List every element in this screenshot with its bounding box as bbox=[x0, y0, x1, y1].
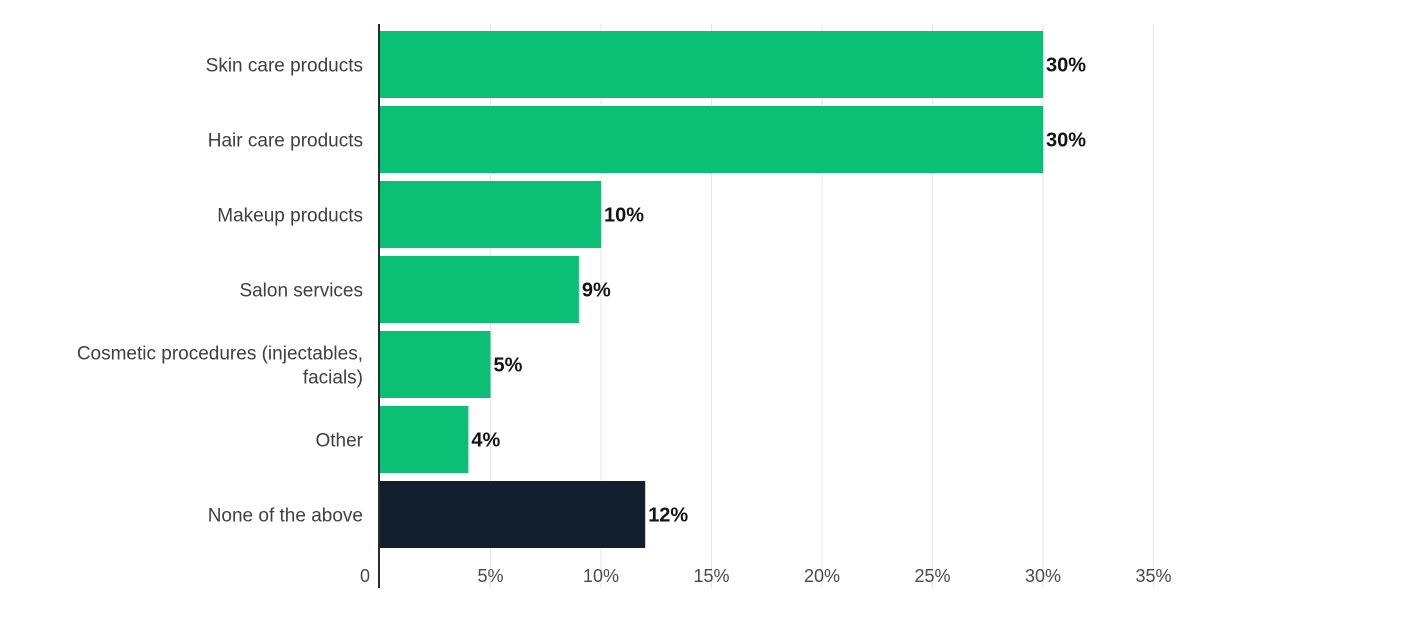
bar bbox=[380, 406, 469, 473]
x-tick-label: 15% bbox=[693, 566, 729, 586]
bar-value-label: 4% bbox=[471, 430, 500, 452]
x-tick-label: 30% bbox=[1025, 566, 1061, 586]
x-tick-label: 25% bbox=[914, 566, 950, 586]
x-tick-label: 10% bbox=[583, 566, 619, 586]
bar bbox=[380, 106, 1043, 173]
x-tick-label: 35% bbox=[1135, 566, 1171, 586]
category-label: Skin care products bbox=[206, 56, 363, 77]
x-tick-label: 0 bbox=[360, 566, 370, 586]
bar bbox=[380, 181, 601, 248]
bar-value-label: 30% bbox=[1046, 55, 1086, 77]
value-labels: 30% 30% 10% 9% 5% 4% 12% bbox=[471, 55, 1086, 527]
category-label: Hair care products bbox=[208, 131, 363, 152]
x-tick-label: 20% bbox=[804, 566, 840, 586]
bar-value-label: 9% bbox=[582, 280, 611, 302]
category-labels: Skin care products Hair care products Make… bbox=[77, 56, 364, 527]
bar bbox=[380, 331, 491, 398]
bar bbox=[380, 31, 1043, 98]
category-label: Other bbox=[315, 431, 363, 452]
bars bbox=[380, 31, 1043, 548]
bar-value-label: 30% bbox=[1046, 130, 1086, 152]
bar-value-label: 12% bbox=[648, 505, 688, 527]
category-label: Makeup products bbox=[217, 206, 363, 227]
x-tick-labels: 0 5% 10% 15% 20% 25% 30% 35% bbox=[360, 566, 1172, 586]
bar-value-label: 10% bbox=[604, 205, 644, 227]
category-label: None of the above bbox=[208, 506, 363, 527]
category-label: Salon services bbox=[239, 281, 363, 302]
category-label: Cosmetic procedures (injectables, facials… bbox=[77, 344, 363, 389]
x-tick-label: 5% bbox=[477, 566, 503, 586]
bar-value-label: 5% bbox=[494, 355, 523, 377]
bar bbox=[380, 256, 579, 323]
bar bbox=[380, 481, 646, 548]
